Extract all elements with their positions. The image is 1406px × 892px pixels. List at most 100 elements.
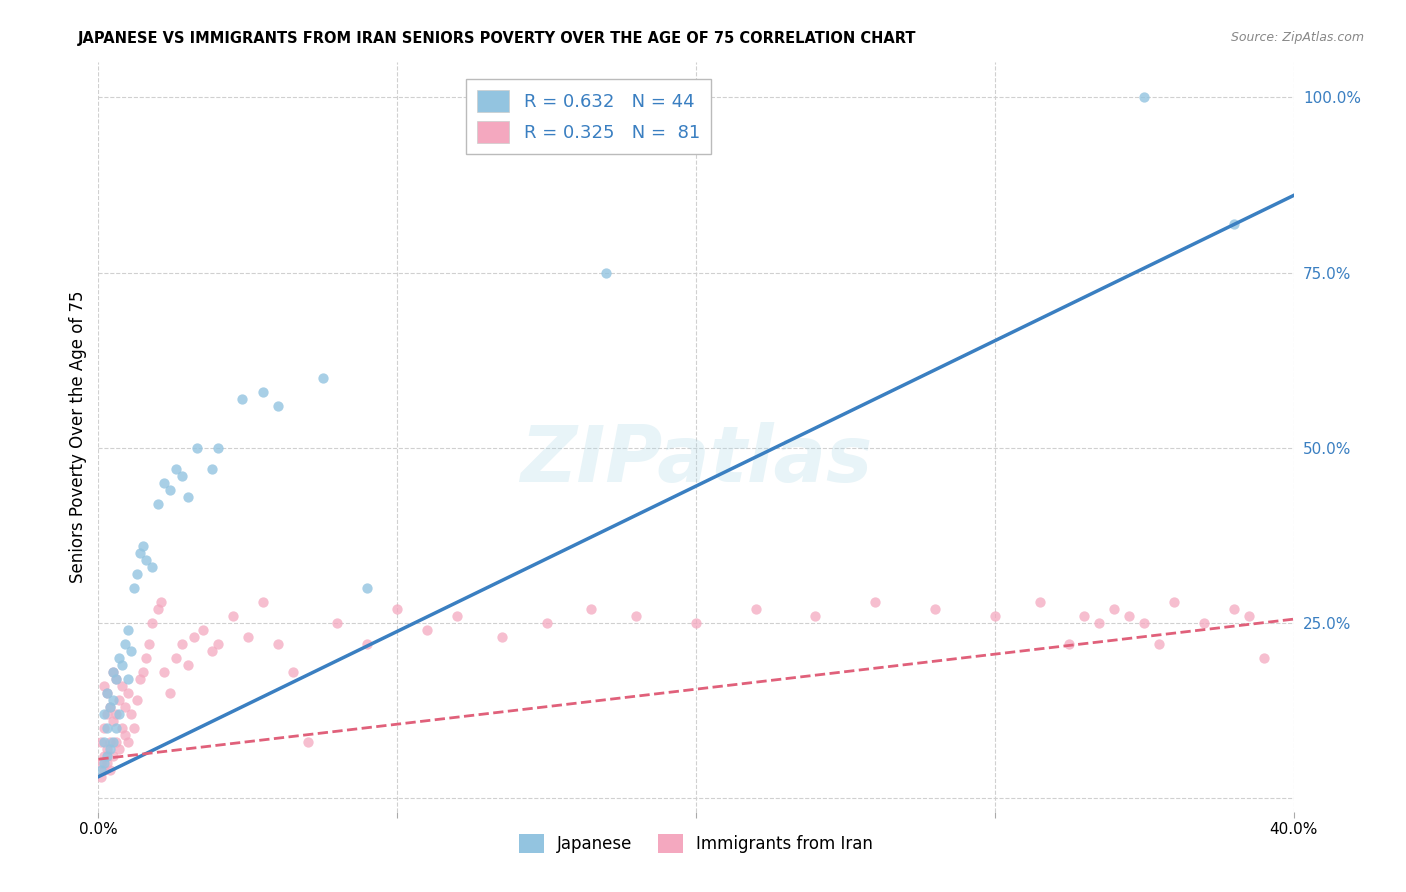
- Point: [108, 741, 131, 756]
- Point: [138, 637, 160, 651]
- Point: [1133, 90, 1156, 104]
- Point: [177, 490, 200, 504]
- Point: [129, 546, 152, 560]
- Point: [1253, 650, 1275, 665]
- Point: [186, 441, 208, 455]
- Point: [159, 483, 181, 497]
- Point: [132, 539, 155, 553]
- Point: [93, 734, 115, 748]
- Point: [252, 384, 274, 399]
- Point: [1088, 615, 1111, 630]
- Point: [111, 657, 134, 672]
- Point: [222, 608, 245, 623]
- Point: [984, 608, 1007, 623]
- Point: [148, 601, 170, 615]
- Point: [98, 699, 122, 714]
- Point: [165, 461, 187, 475]
- Point: [165, 650, 187, 665]
- Point: [581, 601, 603, 615]
- Point: [108, 650, 131, 665]
- Point: [326, 615, 349, 630]
- Point: [105, 721, 128, 735]
- Point: [1028, 594, 1050, 608]
- Point: [281, 665, 304, 679]
- Point: [132, 665, 155, 679]
- Point: [108, 692, 131, 706]
- Point: [96, 706, 118, 721]
- Point: [105, 672, 128, 686]
- Point: [153, 665, 176, 679]
- Point: [491, 630, 513, 644]
- Point: [1059, 637, 1081, 651]
- Point: [96, 748, 118, 763]
- Point: [96, 756, 118, 770]
- Point: [127, 566, 149, 581]
- Point: [98, 699, 122, 714]
- Point: [114, 699, 136, 714]
- Point: [93, 763, 115, 777]
- Point: [201, 461, 224, 475]
- Point: [90, 770, 112, 784]
- Point: [93, 679, 115, 693]
- Point: [111, 679, 134, 693]
- Text: JAPANESE VS IMMIGRANTS FROM IRAN SENIORS POVERTY OVER THE AGE OF 75 CORRELATION : JAPANESE VS IMMIGRANTS FROM IRAN SENIORS…: [77, 31, 915, 46]
- Point: [685, 615, 707, 630]
- Point: [172, 468, 194, 483]
- Point: [1192, 615, 1215, 630]
- Point: [135, 650, 157, 665]
- Point: [1133, 615, 1156, 630]
- Point: [111, 721, 134, 735]
- Point: [117, 623, 139, 637]
- Point: [1163, 594, 1185, 608]
- Text: Source: ZipAtlas.com: Source: ZipAtlas.com: [1230, 31, 1364, 45]
- Point: [90, 734, 112, 748]
- Point: [236, 630, 259, 644]
- Point: [191, 623, 214, 637]
- Point: [90, 763, 112, 777]
- Point: [297, 734, 319, 748]
- Point: [865, 594, 887, 608]
- Point: [117, 672, 139, 686]
- Point: [96, 741, 118, 756]
- Point: [127, 692, 149, 706]
- Point: [129, 672, 152, 686]
- Point: [385, 601, 409, 615]
- Point: [311, 370, 333, 384]
- Point: [159, 686, 181, 700]
- Point: [98, 734, 122, 748]
- Point: [183, 630, 205, 644]
- Point: [1147, 637, 1170, 651]
- Point: [745, 601, 768, 615]
- Point: [135, 552, 157, 566]
- Point: [93, 756, 115, 770]
- Point: [141, 615, 163, 630]
- Point: [267, 637, 290, 651]
- Point: [103, 692, 125, 706]
- Point: [416, 623, 439, 637]
- Point: [103, 665, 125, 679]
- Point: [267, 399, 290, 413]
- Point: [120, 706, 142, 721]
- Point: [93, 721, 115, 735]
- Point: [172, 637, 194, 651]
- Text: ZIPatlas: ZIPatlas: [520, 422, 872, 498]
- Point: [98, 763, 122, 777]
- Point: [105, 672, 128, 686]
- Point: [595, 266, 617, 280]
- Point: [153, 475, 176, 490]
- Point: [207, 637, 229, 651]
- Point: [356, 637, 378, 651]
- Point: [1073, 608, 1095, 623]
- Point: [93, 706, 115, 721]
- Point: [108, 706, 131, 721]
- Point: [105, 706, 128, 721]
- Point: [1223, 217, 1246, 231]
- Point: [114, 728, 136, 742]
- Point: [103, 665, 125, 679]
- Point: [1237, 608, 1260, 623]
- Legend: Japanese, Immigrants from Iran: Japanese, Immigrants from Iran: [512, 827, 880, 860]
- Point: [120, 643, 142, 657]
- Point: [1118, 608, 1140, 623]
- Point: [96, 721, 118, 735]
- Point: [231, 392, 253, 406]
